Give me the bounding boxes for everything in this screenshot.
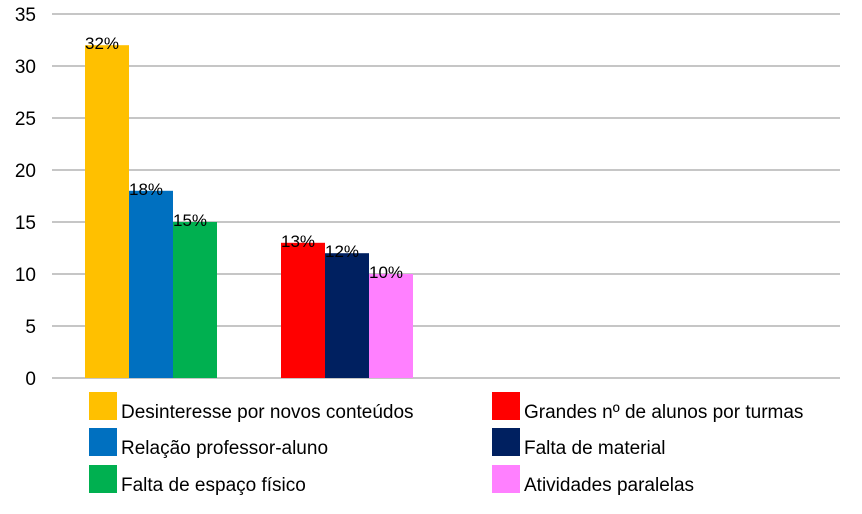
bars (85, 45, 413, 378)
y-tick-label: 30 (15, 57, 36, 78)
y-tick-label: 5 (25, 317, 36, 338)
data-label: 32% (85, 34, 119, 53)
bar (325, 253, 369, 378)
y-tick-label: 20 (15, 161, 36, 182)
bar (129, 190, 173, 378)
data-label: 15% (173, 211, 207, 230)
data-label: 12% (325, 242, 359, 261)
data-label: 18% (129, 180, 163, 199)
y-tick-label: 35 (15, 5, 36, 26)
bar (173, 222, 217, 378)
data-label: 13% (281, 232, 315, 251)
bar (281, 242, 325, 378)
y-tick-label: 25 (15, 109, 36, 130)
y-tick-label: 0 (25, 369, 36, 390)
y-tick-label: 15 (15, 213, 36, 234)
y-tick-label: 10 (15, 265, 36, 286)
data-label: 10% (369, 263, 403, 282)
data-labels: 32% 18% 15% 13% 12% 10% (85, 34, 403, 282)
bar (369, 274, 413, 378)
y-axis-ticks: 0 5 10 15 20 25 30 35 (15, 5, 36, 390)
bar (85, 45, 129, 378)
